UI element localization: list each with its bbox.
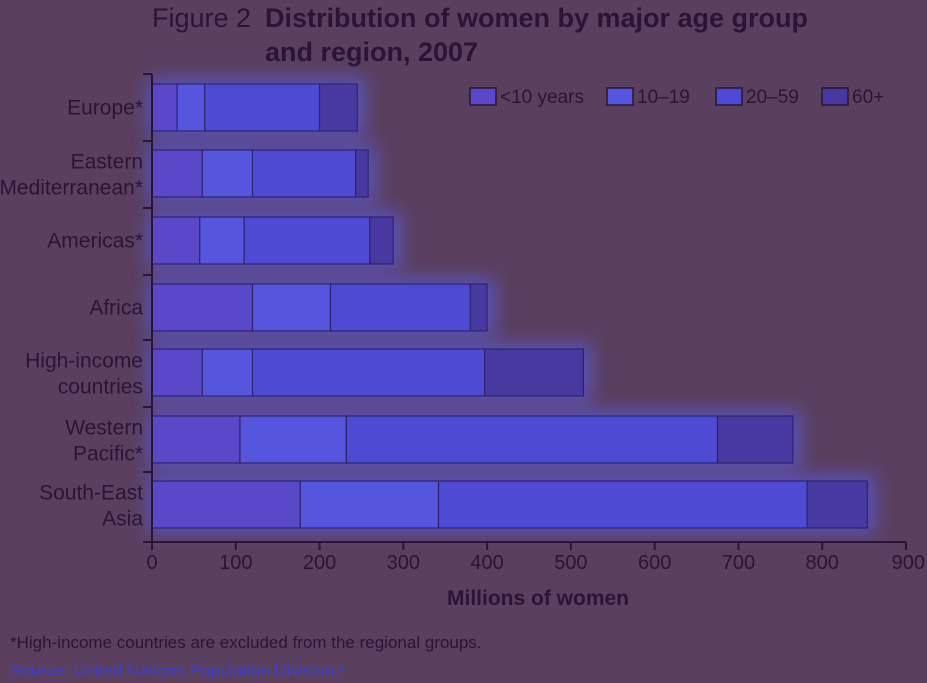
legend-label: <10 years bbox=[500, 87, 584, 108]
category-label: South-East bbox=[39, 482, 143, 505]
category-label: Africa bbox=[89, 297, 143, 320]
bar-segment bbox=[806, 480, 869, 529]
bar-segment bbox=[176, 83, 206, 132]
bar-segment bbox=[716, 415, 794, 464]
category-label: Western bbox=[65, 417, 143, 440]
category-label: Americas* bbox=[47, 230, 143, 253]
x-tick-label: 0 bbox=[146, 552, 157, 574]
x-tick-label: 500 bbox=[554, 552, 587, 574]
bar-segment bbox=[318, 83, 358, 132]
legend-swatch bbox=[821, 87, 849, 106]
category-label: Mediterranean* bbox=[0, 177, 143, 200]
category-label: Eastern bbox=[71, 151, 143, 174]
chart-title-line2: and region, 2007 bbox=[265, 37, 478, 67]
bar-segment bbox=[354, 149, 369, 198]
bar-segment bbox=[151, 348, 203, 397]
legend-swatch bbox=[469, 87, 497, 106]
bar-segment bbox=[437, 480, 808, 529]
category-label: countries bbox=[58, 376, 143, 399]
x-ticks: 0 100 200 300 400 500 600 700 800 900 bbox=[146, 542, 925, 574]
bar-segment bbox=[151, 480, 301, 529]
bar-segment bbox=[199, 216, 245, 265]
chart-title-line1: Distribution of women by major age group bbox=[265, 3, 808, 33]
bar-segment bbox=[299, 480, 440, 529]
x-tick-label: 600 bbox=[638, 552, 671, 574]
bar-segment bbox=[201, 149, 254, 198]
figure-number: Figure 2 bbox=[152, 3, 251, 33]
bar-segment bbox=[251, 348, 486, 397]
footnote: *High-income countries are excluded from… bbox=[10, 633, 482, 652]
bar-segment bbox=[204, 83, 321, 132]
bar-segment bbox=[251, 149, 357, 198]
x-axis-label: Millions of women bbox=[447, 587, 629, 610]
x-tick-label: 700 bbox=[722, 552, 755, 574]
bars-layer bbox=[151, 83, 869, 529]
x-tick-label: 400 bbox=[470, 552, 503, 574]
category-label: Pacific* bbox=[73, 443, 143, 466]
bar-segment bbox=[151, 283, 254, 332]
legend-label: 60+ bbox=[852, 87, 884, 108]
bar-segment bbox=[151, 83, 178, 132]
y-ticks bbox=[143, 73, 152, 543]
legend-label: 10–19 bbox=[637, 87, 690, 108]
category-label: Asia bbox=[102, 508, 143, 531]
bar-segment bbox=[201, 348, 254, 397]
bar-segment bbox=[243, 216, 371, 265]
bar-segment bbox=[369, 216, 394, 265]
x-tick-label: 100 bbox=[219, 552, 252, 574]
category-labels: Europe* Eastern Mediterranean* Americas* Afr… bbox=[0, 97, 143, 531]
bar-segment bbox=[469, 283, 488, 332]
bar-segment bbox=[345, 415, 719, 464]
x-tick-label: 300 bbox=[387, 552, 420, 574]
axes bbox=[151, 74, 906, 543]
category-label: High-income bbox=[25, 350, 143, 373]
bar-segment bbox=[151, 415, 241, 464]
source-note: Source: United Nations Population Divisi… bbox=[10, 661, 345, 680]
bar-segment bbox=[483, 348, 585, 397]
x-tick-label: 900 bbox=[892, 552, 925, 574]
bar-segment bbox=[151, 216, 201, 265]
bar-segment bbox=[329, 283, 471, 332]
category-label: Europe* bbox=[67, 97, 143, 120]
legend-swatch bbox=[715, 87, 743, 106]
legend-swatch bbox=[606, 87, 634, 106]
legend: <10 years 10–19 20–59 60+ bbox=[469, 87, 884, 108]
legend-label: 20–59 bbox=[746, 87, 799, 108]
x-tick-label: 200 bbox=[303, 552, 336, 574]
bar-segment bbox=[239, 415, 347, 464]
bar-segment bbox=[251, 283, 332, 332]
bar-segment bbox=[151, 149, 203, 198]
x-tick-label: 800 bbox=[806, 552, 839, 574]
